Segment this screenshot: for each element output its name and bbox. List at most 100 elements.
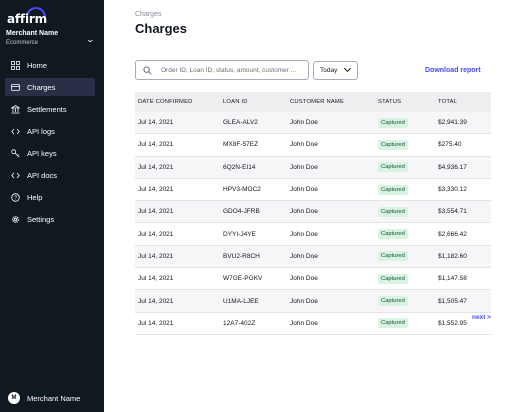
column-header-loan-id[interactable]: LOAN ID <box>223 99 248 105</box>
logo-text: affirm <box>7 12 47 26</box>
status-badge: Captured <box>378 206 408 217</box>
sidebar-item-label: Settlements <box>27 104 67 114</box>
download-report-link[interactable]: Download report <box>425 67 481 74</box>
cell-loan-id: 12A7-402Z <box>223 319 256 327</box>
logo-arc-icon <box>26 7 46 17</box>
cell-loan-id: HPV3-MOC2 <box>223 186 261 194</box>
sidebar-item-label: API logs <box>27 126 55 136</box>
sidebar-item-settings[interactable]: Settings <box>5 210 95 228</box>
table-row[interactable]: Jul 14, 2021 GDO4-JFRB John Doe Captured… <box>135 201 491 224</box>
table-row[interactable]: Jul 14, 2021 BVU2-R8CH John Doe Captured… <box>135 245 491 269</box>
main-content: Charges Charges Today Download report DA… <box>104 0 512 412</box>
cell-total: $1,552.95 <box>438 319 467 327</box>
merchant-subtitle: Ecommerce <box>6 40 39 46</box>
cell-total: $2,941.39 <box>438 119 467 127</box>
cell-status: Captured <box>378 318 438 329</box>
status-badge: Captured <box>378 229 408 240</box>
sidebar-item-api-logs[interactable]: API logs <box>5 122 95 140</box>
sidebar-item-label: Settings <box>27 214 55 224</box>
next-page-link[interactable]: next > <box>472 314 491 321</box>
sidebar-item-api-keys[interactable]: API keys <box>5 144 95 162</box>
code-icon <box>11 171 20 180</box>
cell-date: Jul 14, 2021 <box>138 119 174 127</box>
status-badge: Captured <box>378 184 408 195</box>
cell-customer: John Doe <box>290 163 318 171</box>
cell-customer: John Doe <box>290 230 318 238</box>
cell-total: $3,330.12 <box>438 186 467 194</box>
column-header-total[interactable]: TOTAL <box>438 99 458 105</box>
table-row[interactable]: Jul 14, 2021 DYYI-J4YE John Doe Captured… <box>135 223 491 246</box>
sidebar-item-help[interactable]: ? Help <box>5 188 95 206</box>
merchant-switcher[interactable]: Merchant Name Ecommerce <box>6 30 98 46</box>
cell-loan-id: BVU2-R8CH <box>223 252 260 260</box>
date-range-value: Today <box>320 67 338 74</box>
cell-date: Jul 14, 2021 <box>138 141 174 149</box>
cell-customer: John Doe <box>290 119 318 127</box>
table-row[interactable]: Jul 14, 2021 GLEA-ALV2 John Doe Captured… <box>135 112 491 135</box>
sidebar-item-label: API docs <box>27 170 58 180</box>
date-range-select[interactable]: Today <box>313 61 358 80</box>
cell-date: Jul 14, 2021 <box>138 252 174 260</box>
cell-customer: John Doe <box>290 297 318 305</box>
cell-status: Captured <box>378 296 438 307</box>
sidebar-item-settlements[interactable]: Settlements <box>5 100 95 118</box>
cell-status: Captured <box>378 184 438 195</box>
table-row[interactable]: Jul 14, 2021 6Q2N-EI14 John Doe Captured… <box>135 156 491 179</box>
table-header: DATE CONFIRMED LOAN ID CUSTOMER NAME STA… <box>135 92 491 112</box>
cell-status: Captured <box>378 139 438 150</box>
status-badge: Captured <box>378 162 408 173</box>
cell-date: Jul 14, 2021 <box>138 163 174 171</box>
column-header-date[interactable]: DATE CONFIRMED <box>138 99 193 105</box>
cell-customer: John Doe <box>290 275 318 283</box>
table-row[interactable]: Jul 14, 2021 MX8F-57EZ John Doe Captured… <box>135 134 491 157</box>
column-header-status[interactable]: STATUS <box>378 99 402 105</box>
status-badge: Captured <box>378 273 408 284</box>
account-menu[interactable]: M Merchant Name <box>8 392 80 404</box>
sidebar-item-charges[interactable]: Charges <box>5 78 95 96</box>
account-name: Merchant Name <box>27 393 81 403</box>
cell-status: Captured <box>378 229 438 240</box>
card-icon <box>11 83 20 92</box>
cell-total: $1,147.58 <box>438 275 467 283</box>
cell-status: Captured <box>378 162 438 173</box>
avatar: M <box>8 392 20 404</box>
gear-icon <box>11 215 20 224</box>
breadcrumb[interactable]: Charges <box>135 11 162 18</box>
sidebar-item-label: Home <box>27 60 48 70</box>
chevron-down-icon[interactable]: ⌄ <box>85 35 96 44</box>
cell-loan-id: 6Q2N-EI14 <box>223 163 256 171</box>
cell-loan-id: W7GE-PGKV <box>223 275 263 283</box>
cell-total: $1,505.47 <box>438 297 467 305</box>
sidebar-nav: Home Charges Settlements API logs API ke… <box>0 56 104 232</box>
search-input[interactable] <box>161 66 306 74</box>
status-badge: Captured <box>378 117 408 128</box>
search-box[interactable] <box>135 60 309 80</box>
sidebar-item-api-docs[interactable]: API docs <box>5 166 95 184</box>
help-icon: ? <box>11 192 20 202</box>
sidebar-item-home[interactable]: Home <box>5 56 95 74</box>
table-body: Jul 14, 2021 GLEA-ALV2 John Doe Captured… <box>135 112 491 335</box>
cell-customer: John Doe <box>290 186 318 194</box>
cell-status: Captured <box>378 206 438 217</box>
page-title: Charges <box>135 21 188 36</box>
cell-loan-id: GLEA-ALV2 <box>223 119 258 127</box>
chevron-down-icon <box>343 64 352 73</box>
affirm-logo[interactable]: affirm <box>7 7 47 26</box>
cell-customer: John Doe <box>290 208 318 216</box>
bank-icon <box>11 104 20 114</box>
cell-date: Jul 14, 2021 <box>138 186 174 194</box>
cell-status: Captured <box>378 251 438 262</box>
cell-total: $2,666.42 <box>438 230 467 238</box>
cell-total: $3,554.71 <box>438 208 467 216</box>
cell-loan-id: U1MA-LJEE <box>223 297 259 305</box>
cell-date: Jul 14, 2021 <box>138 230 174 238</box>
cell-total: $4,936.17 <box>438 163 467 171</box>
column-header-customer[interactable]: CUSTOMER NAME <box>290 99 345 105</box>
merchant-name: Merchant Name <box>6 30 59 37</box>
table-row[interactable]: Jul 14, 2021 W7GE-PGKV John Doe Captured… <box>135 268 491 291</box>
table-row[interactable]: Jul 14, 2021 12A7-402Z John Doe Captured… <box>135 313 491 335</box>
status-badge: Captured <box>378 318 408 329</box>
table-row[interactable]: Jul 14, 2021 U1MA-LJEE John Doe Captured… <box>135 290 491 313</box>
sidebar-item-label: Charges <box>27 82 56 92</box>
table-row[interactable]: Jul 14, 2021 HPV3-MOC2 John Doe Captured… <box>135 179 491 202</box>
